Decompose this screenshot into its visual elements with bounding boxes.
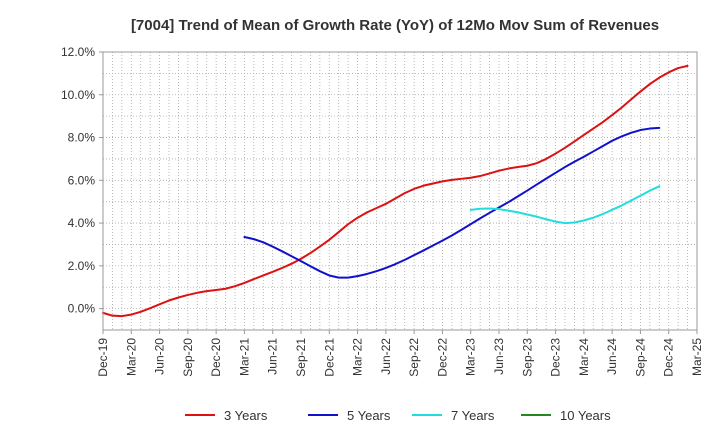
legend-label: 5 Years	[347, 408, 391, 423]
x-tick-label: Jun-23	[492, 338, 506, 375]
x-tick-label: Dec-24	[662, 338, 676, 377]
series-line-7-years	[469, 185, 661, 225]
legend-label: 7 Years	[451, 408, 495, 423]
x-tick-label: Dec-23	[549, 338, 563, 377]
x-tick-label: Sep-22	[407, 338, 421, 377]
x-tick-label: Dec-22	[435, 338, 449, 377]
x-tick-label: Mar-20	[124, 338, 138, 376]
x-tick-label: Mar-23	[464, 338, 478, 376]
x-tick-label: Sep-23	[520, 338, 534, 377]
x-axis-ticks: Dec-19 Mar-20 Jun-20 Sep-20 Dec-20 Mar-21 Jun-…	[96, 330, 704, 377]
legend-label: 10 Years	[560, 408, 611, 423]
x-tick-label: Mar-21	[237, 338, 251, 376]
x-tick-label: Sep-21	[294, 338, 308, 377]
x-tick-label: Dec-21	[322, 338, 336, 377]
x-tick-label: Dec-20	[209, 338, 223, 377]
legend: 3 Years 5 Years 7 Years 10 Years	[185, 408, 611, 423]
series-lines	[102, 64, 689, 318]
series-line-5-years	[243, 126, 661, 279]
x-tick-label: Dec-19	[96, 338, 110, 377]
chart-title: [7004] Trend of Mean of Growth Rate (YoY…	[131, 17, 659, 34]
x-tick-label: Jun-24	[605, 338, 619, 375]
x-tick-label: Mar-22	[351, 338, 365, 376]
legend-label: 3 Years	[224, 408, 268, 423]
series-line-3-years	[102, 64, 689, 318]
y-tick-label: 0.0%	[68, 302, 96, 316]
y-tick-label: 10.0%	[61, 88, 95, 102]
x-tick-label: Sep-20	[181, 338, 195, 377]
y-axis-ticks: 0.0% 2.0% 4.0% 6.0% 8.0% 10.0% 12.0%	[61, 45, 103, 316]
y-tick-label: 8.0%	[68, 131, 96, 145]
x-tick-label: Sep-24	[633, 338, 647, 377]
y-tick-label: 4.0%	[68, 216, 96, 230]
x-tick-label: Jun-22	[379, 338, 393, 375]
x-tick-label: Jun-21	[266, 338, 280, 375]
grid	[103, 51, 697, 331]
plot-frame	[102, 51, 698, 331]
y-tick-label: 12.0%	[61, 45, 95, 59]
y-tick-label: 6.0%	[68, 173, 96, 187]
x-tick-label: Mar-24	[577, 338, 591, 376]
x-tick-label: Mar-25	[690, 338, 704, 376]
y-tick-label: 2.0%	[68, 259, 96, 273]
x-tick-label: Jun-20	[153, 338, 167, 375]
